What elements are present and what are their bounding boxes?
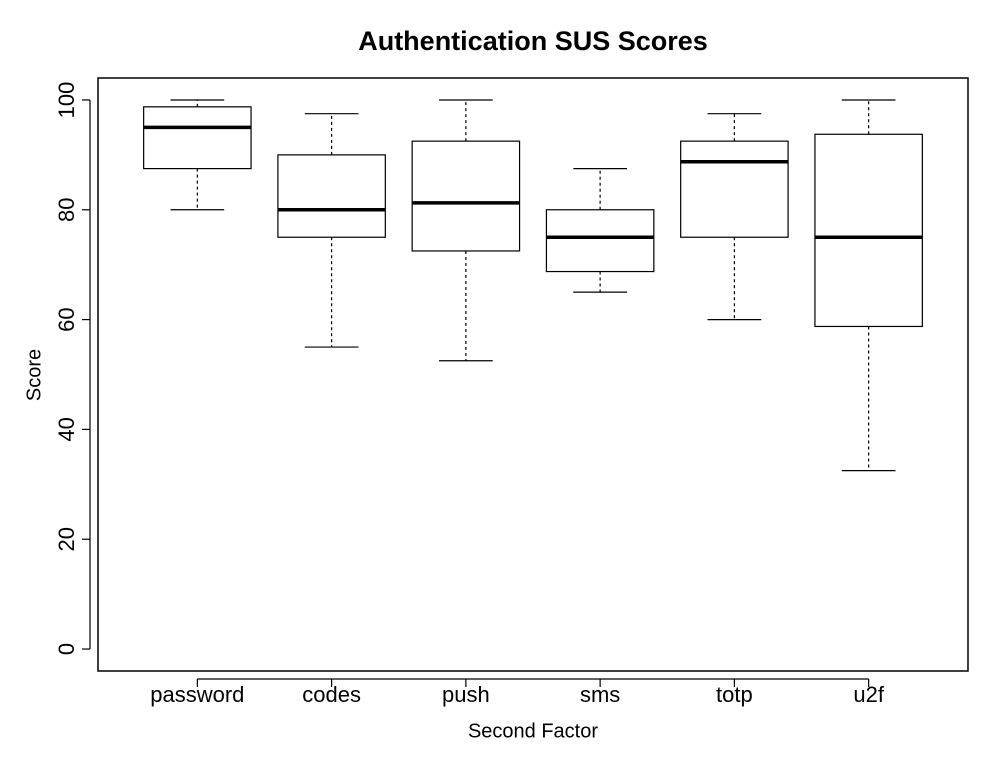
box (545, 209, 655, 273)
box (680, 140, 789, 238)
y-tick-label: 60 (54, 307, 79, 331)
x-tick-label: sms (580, 682, 620, 707)
box (814, 133, 923, 328)
x-tick-label: codes (302, 682, 361, 707)
y-tick-label: 20 (54, 527, 79, 551)
y-tick-label: 0 (54, 643, 79, 655)
x-tick-label: push (442, 682, 490, 707)
plot-frame (97, 77, 969, 672)
y-tick-label: 100 (54, 82, 79, 119)
y-tick-label: 80 (54, 198, 79, 222)
chart-title: Authentication SUS Scores (358, 26, 708, 56)
box (411, 140, 521, 252)
x-tick-label: u2f (853, 682, 884, 707)
x-tick-label: totp (716, 682, 753, 707)
box (143, 106, 252, 170)
y-tick-label: 40 (54, 417, 79, 441)
x-tick-label: password (150, 682, 244, 707)
y-axis-label: Score (23, 349, 45, 401)
box (277, 154, 386, 238)
x-axis-label: Second Factor (468, 720, 598, 742)
